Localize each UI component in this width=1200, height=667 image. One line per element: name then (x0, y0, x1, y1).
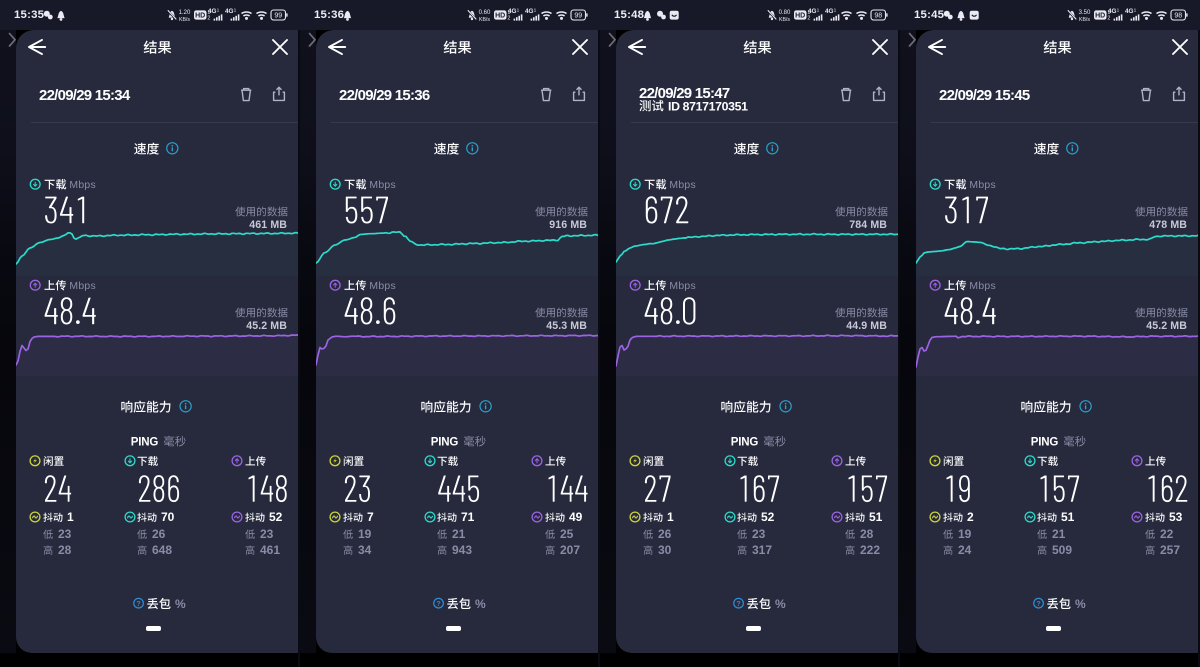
svg-text:?: ? (436, 599, 441, 608)
svg-text:?: ? (1036, 599, 1041, 608)
svg-text:4G: 4G (1125, 8, 1134, 15)
svg-text:21: 21 (452, 527, 466, 541)
svg-text:4G: 4G (1108, 8, 1117, 15)
svg-text:28: 28 (860, 527, 874, 541)
svg-text:24: 24 (958, 543, 972, 557)
svg-text:%: % (775, 597, 786, 611)
svg-text:3.50: 3.50 (1079, 10, 1091, 16)
svg-text:Mbps: Mbps (969, 281, 996, 292)
svg-text:49: 49 (569, 510, 583, 524)
svg-text:PING: PING (131, 437, 159, 449)
svg-text:98: 98 (1174, 13, 1182, 20)
svg-text:23: 23 (752, 527, 766, 541)
svg-text:?: ? (736, 599, 741, 608)
svg-text:1: 1 (67, 510, 74, 524)
svg-text:HD: HD (495, 13, 505, 20)
svg-text:Mbps: Mbps (369, 281, 396, 292)
svg-text:1: 1 (217, 7, 220, 12)
svg-text:23: 23 (260, 527, 274, 541)
svg-text:1: 1 (807, 10, 810, 16)
svg-text:Mbps: Mbps (369, 180, 396, 191)
svg-text:2: 2 (507, 16, 510, 22)
svg-text:PING: PING (431, 437, 459, 449)
svg-text:1: 1 (517, 7, 520, 12)
svg-text:257: 257 (1160, 543, 1180, 557)
svg-text:4G: 4G (808, 8, 817, 15)
svg-text:?: ? (136, 599, 141, 608)
svg-text:34: 34 (358, 543, 372, 557)
svg-text:70: 70 (161, 510, 175, 524)
svg-text:943: 943 (452, 543, 472, 557)
svg-text:KB/s: KB/s (179, 17, 190, 23)
svg-text:207: 207 (560, 543, 580, 557)
svg-text:4G: 4G (825, 8, 834, 15)
svg-text:HD: HD (195, 13, 205, 20)
svg-text:%: % (475, 597, 486, 611)
svg-text:Mbps: Mbps (669, 180, 696, 191)
svg-text:2: 2 (207, 16, 210, 22)
svg-text:4G: 4G (525, 8, 534, 15)
svg-text:Mbps: Mbps (69, 281, 96, 292)
svg-text:Mbps: Mbps (69, 180, 96, 191)
svg-text:23: 23 (58, 527, 72, 541)
svg-text:1: 1 (834, 7, 837, 12)
svg-text:648: 648 (152, 543, 172, 557)
svg-text:53: 53 (1169, 510, 1183, 524)
svg-text:HD: HD (795, 13, 805, 20)
svg-text:1.20: 1.20 (179, 10, 191, 16)
svg-text:21: 21 (1052, 527, 1066, 541)
svg-text:7: 7 (367, 510, 374, 524)
svg-text:1: 1 (534, 7, 537, 12)
svg-text:22: 22 (1160, 527, 1174, 541)
svg-text:1: 1 (234, 7, 237, 12)
svg-text:25: 25 (560, 527, 574, 541)
svg-text:509: 509 (1052, 543, 1072, 557)
svg-text:4G: 4G (508, 8, 517, 15)
svg-text:51: 51 (869, 510, 883, 524)
svg-text:PING: PING (731, 437, 759, 449)
svg-text:1: 1 (507, 10, 510, 16)
svg-text:1: 1 (1107, 10, 1110, 16)
svg-text:52: 52 (761, 510, 775, 524)
svg-text:KB/s: KB/s (779, 17, 790, 23)
svg-text:KB/s: KB/s (479, 17, 490, 23)
svg-text:1: 1 (207, 10, 210, 16)
svg-text:Mbps: Mbps (669, 281, 696, 292)
svg-text:28: 28 (58, 543, 72, 557)
svg-text:98: 98 (874, 13, 882, 20)
svg-text:19: 19 (358, 527, 372, 541)
svg-text:%: % (175, 597, 186, 611)
svg-text:1: 1 (1134, 7, 1137, 12)
svg-text:0.60: 0.60 (479, 10, 491, 16)
svg-text:30: 30 (658, 543, 672, 557)
svg-text:99: 99 (274, 13, 282, 20)
svg-text:71: 71 (461, 510, 475, 524)
svg-text:Mbps: Mbps (969, 180, 996, 191)
svg-text:26: 26 (658, 527, 672, 541)
svg-text:1: 1 (667, 510, 674, 524)
svg-text:4G: 4G (225, 8, 234, 15)
svg-text:1: 1 (817, 7, 820, 12)
svg-text:19: 19 (958, 527, 972, 541)
svg-text:2: 2 (1107, 16, 1110, 22)
svg-text:26: 26 (152, 527, 166, 541)
svg-text:2: 2 (967, 510, 974, 524)
svg-text:317: 317 (752, 543, 772, 557)
svg-text:4G: 4G (208, 8, 217, 15)
svg-text:52: 52 (269, 510, 283, 524)
svg-text:HD: HD (1095, 13, 1105, 20)
svg-text:461: 461 (260, 543, 280, 557)
svg-text:222: 222 (860, 543, 880, 557)
svg-text:2: 2 (807, 16, 810, 22)
svg-text:ID 8717170351: ID 8717170351 (668, 99, 748, 113)
svg-text:51: 51 (1061, 510, 1075, 524)
svg-text:%: % (1075, 597, 1086, 611)
svg-text:KB/s: KB/s (1079, 17, 1090, 23)
svg-text:0.80: 0.80 (779, 10, 791, 16)
svg-text:99: 99 (574, 13, 582, 20)
svg-text:1: 1 (1117, 7, 1120, 12)
svg-text:PING: PING (1031, 437, 1059, 449)
